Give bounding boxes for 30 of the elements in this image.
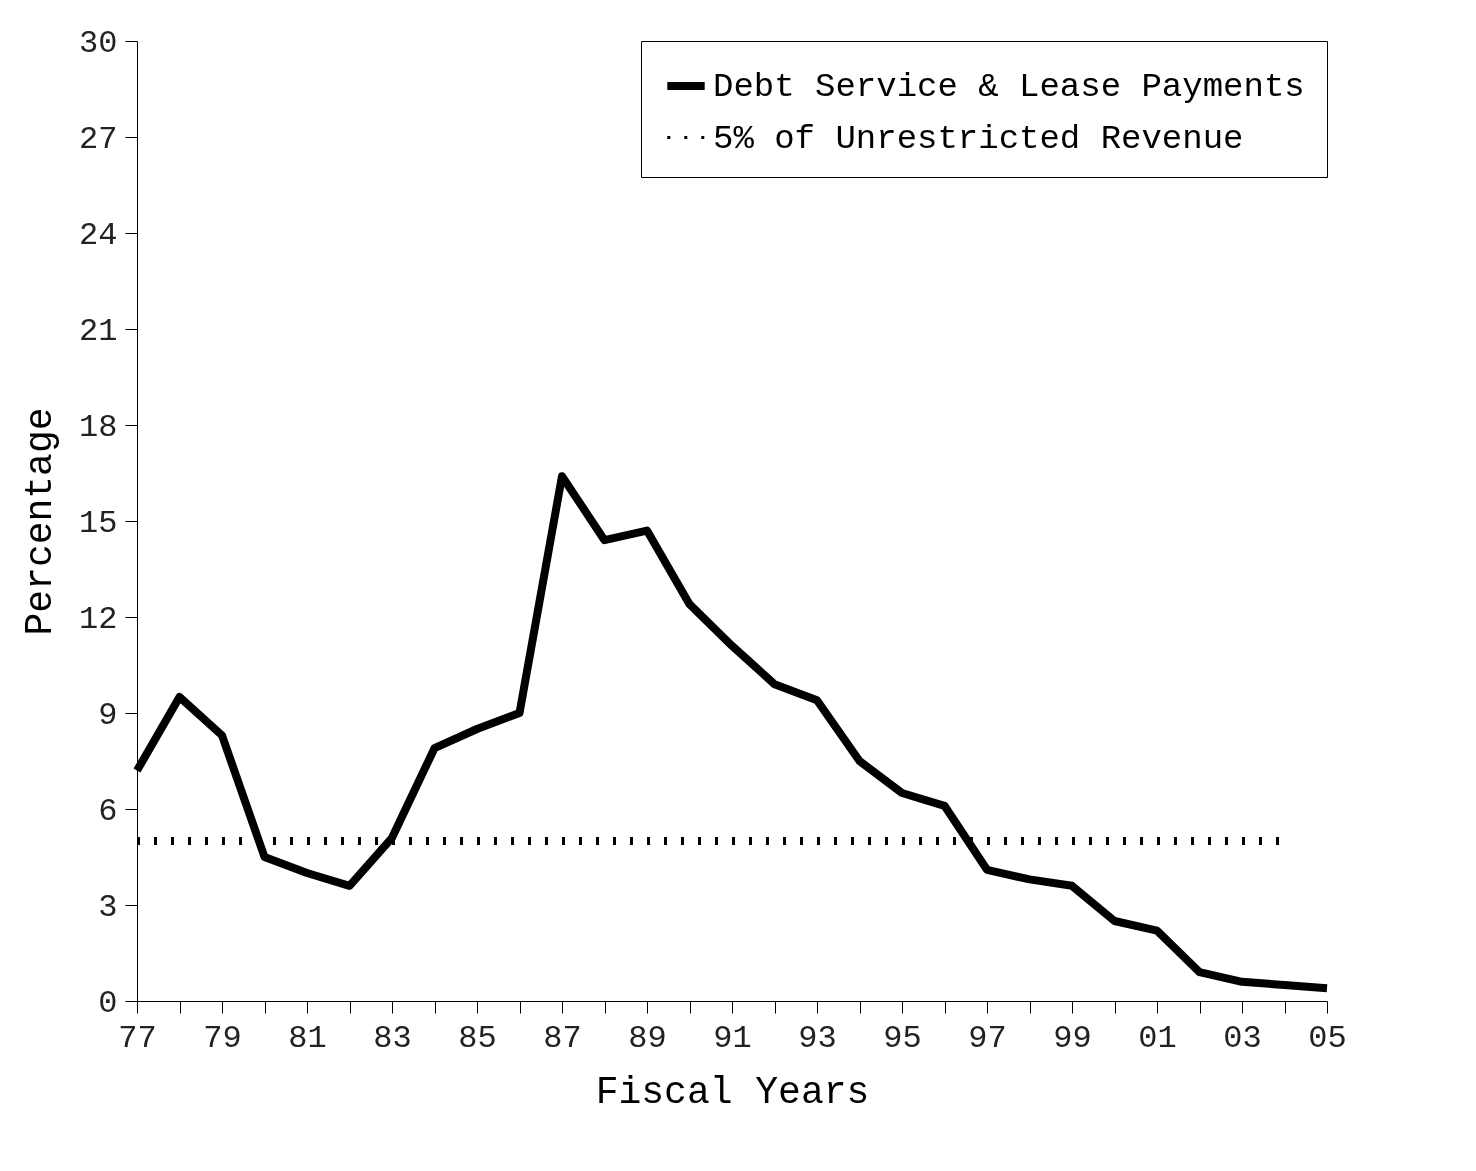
y-tick-label: 15	[79, 504, 118, 542]
x-tick-label: 05	[1308, 1019, 1347, 1057]
y-tick-label: 3	[98, 888, 118, 926]
x-tick-label: 81	[288, 1019, 327, 1057]
x-tick-label: 87	[543, 1019, 582, 1057]
y-axis-title: Percentage	[19, 407, 63, 636]
x-tick-label: 99	[1053, 1019, 1092, 1057]
y-tick-label: 30	[79, 24, 118, 62]
x-tick-label: 03	[1223, 1019, 1262, 1057]
x-tick-label: 91	[713, 1019, 752, 1057]
y-tick-label: 27	[79, 120, 118, 158]
legend-label: 5% of Unrestricted Revenue	[713, 119, 1244, 158]
x-tick-label: 89	[628, 1019, 667, 1057]
x-tick-label: 95	[883, 1019, 922, 1057]
x-tick-label: 83	[373, 1019, 412, 1057]
y-tick-label: 9	[98, 696, 118, 734]
y-tick-label: 18	[79, 408, 118, 446]
legend-label: Debt Service & Lease Payments	[713, 68, 1305, 106]
x-tick-label: 01	[1138, 1019, 1177, 1057]
x-tick-label: 97	[968, 1019, 1007, 1057]
x-tick-label: 77	[118, 1019, 157, 1057]
x-tick-label: 85	[458, 1019, 497, 1057]
y-tick-label: 6	[98, 792, 118, 830]
x-axis-title: Fiscal Years	[595, 1070, 870, 1114]
y-tick-label: 0	[98, 984, 118, 1022]
y-tick-label: 12	[79, 600, 118, 638]
y-tick-label: 24	[79, 216, 118, 254]
x-tick-label: 79	[203, 1019, 242, 1057]
y-tick-label: 21	[79, 312, 118, 350]
x-tick-label: 93	[798, 1019, 837, 1057]
